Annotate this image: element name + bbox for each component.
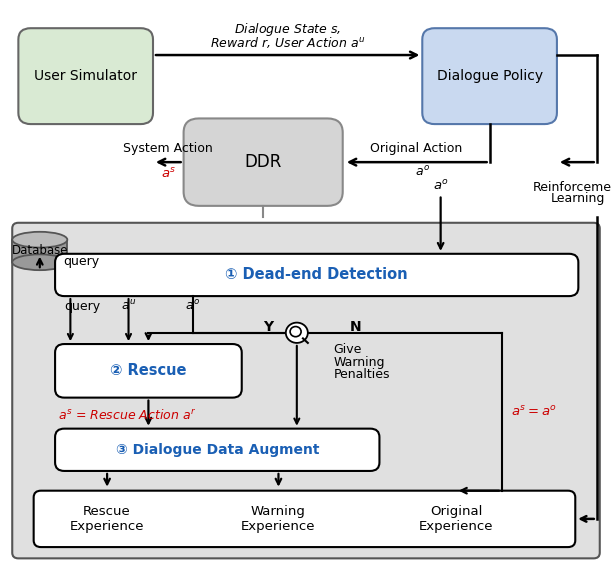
FancyBboxPatch shape — [55, 254, 578, 296]
Text: Database: Database — [12, 244, 68, 258]
Circle shape — [290, 327, 301, 337]
Text: $a^o$: $a^o$ — [433, 179, 449, 193]
Text: Learning: Learning — [551, 192, 605, 205]
Text: query: query — [63, 255, 99, 268]
Text: System Action: System Action — [124, 142, 213, 155]
Text: ① Dead-end Detection: ① Dead-end Detection — [225, 267, 408, 283]
Text: Warning: Warning — [334, 355, 385, 369]
Ellipse shape — [12, 254, 67, 270]
FancyBboxPatch shape — [422, 28, 557, 124]
FancyBboxPatch shape — [184, 118, 343, 206]
Text: ③ Dialogue Data Augment: ③ Dialogue Data Augment — [116, 443, 319, 457]
Text: User Simulator: User Simulator — [34, 69, 137, 83]
FancyBboxPatch shape — [55, 429, 379, 471]
Text: $a^u$: $a^u$ — [121, 299, 136, 313]
Text: DDR: DDR — [244, 153, 282, 171]
Text: query: query — [64, 299, 100, 313]
Ellipse shape — [12, 232, 67, 248]
Text: Dialogue Policy: Dialogue Policy — [436, 69, 543, 83]
Text: Penalties: Penalties — [334, 368, 390, 381]
FancyBboxPatch shape — [55, 344, 242, 398]
Bar — [12, 240, 67, 262]
FancyBboxPatch shape — [18, 28, 153, 124]
Text: ② Rescue: ② Rescue — [110, 363, 187, 378]
Text: Reward $r$, User Action $a^u$: Reward $r$, User Action $a^u$ — [210, 35, 365, 50]
Text: Rescue
Experience: Rescue Experience — [70, 505, 144, 533]
Bar — [0, 0, 612, 217]
Text: $a^s$: $a^s$ — [160, 166, 176, 180]
Text: $a^o$: $a^o$ — [415, 165, 430, 179]
Circle shape — [286, 323, 308, 343]
Text: Reinforcement: Reinforcement — [532, 180, 612, 194]
Text: $a^s = a^o$: $a^s = a^o$ — [511, 405, 557, 418]
Text: $\mathbf{Y}$: $\mathbf{Y}$ — [263, 320, 275, 334]
FancyBboxPatch shape — [34, 491, 575, 547]
Text: Original Action: Original Action — [370, 142, 462, 155]
Text: $\mathbf{N}$: $\mathbf{N}$ — [349, 320, 361, 334]
Text: Dialogue State $s$,: Dialogue State $s$, — [234, 21, 341, 38]
Text: Give: Give — [334, 343, 362, 356]
Text: $a^s$ = Rescue Action $a^r$: $a^s$ = Rescue Action $a^r$ — [58, 408, 196, 423]
Text: Warning
Experience: Warning Experience — [241, 505, 316, 533]
FancyBboxPatch shape — [12, 223, 600, 558]
Text: $a^o$: $a^o$ — [185, 299, 200, 313]
Text: Original
Experience: Original Experience — [419, 505, 493, 533]
